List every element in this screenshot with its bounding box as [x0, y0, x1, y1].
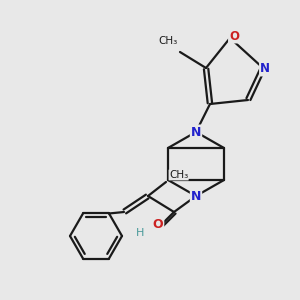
Text: H: H	[136, 228, 144, 238]
Text: O: O	[153, 218, 163, 232]
Text: CH₃: CH₃	[159, 36, 178, 46]
Text: CH₃: CH₃	[169, 170, 188, 180]
Text: N: N	[260, 62, 270, 76]
Text: N: N	[191, 190, 201, 202]
Text: O: O	[229, 29, 239, 43]
Text: N: N	[191, 125, 201, 139]
